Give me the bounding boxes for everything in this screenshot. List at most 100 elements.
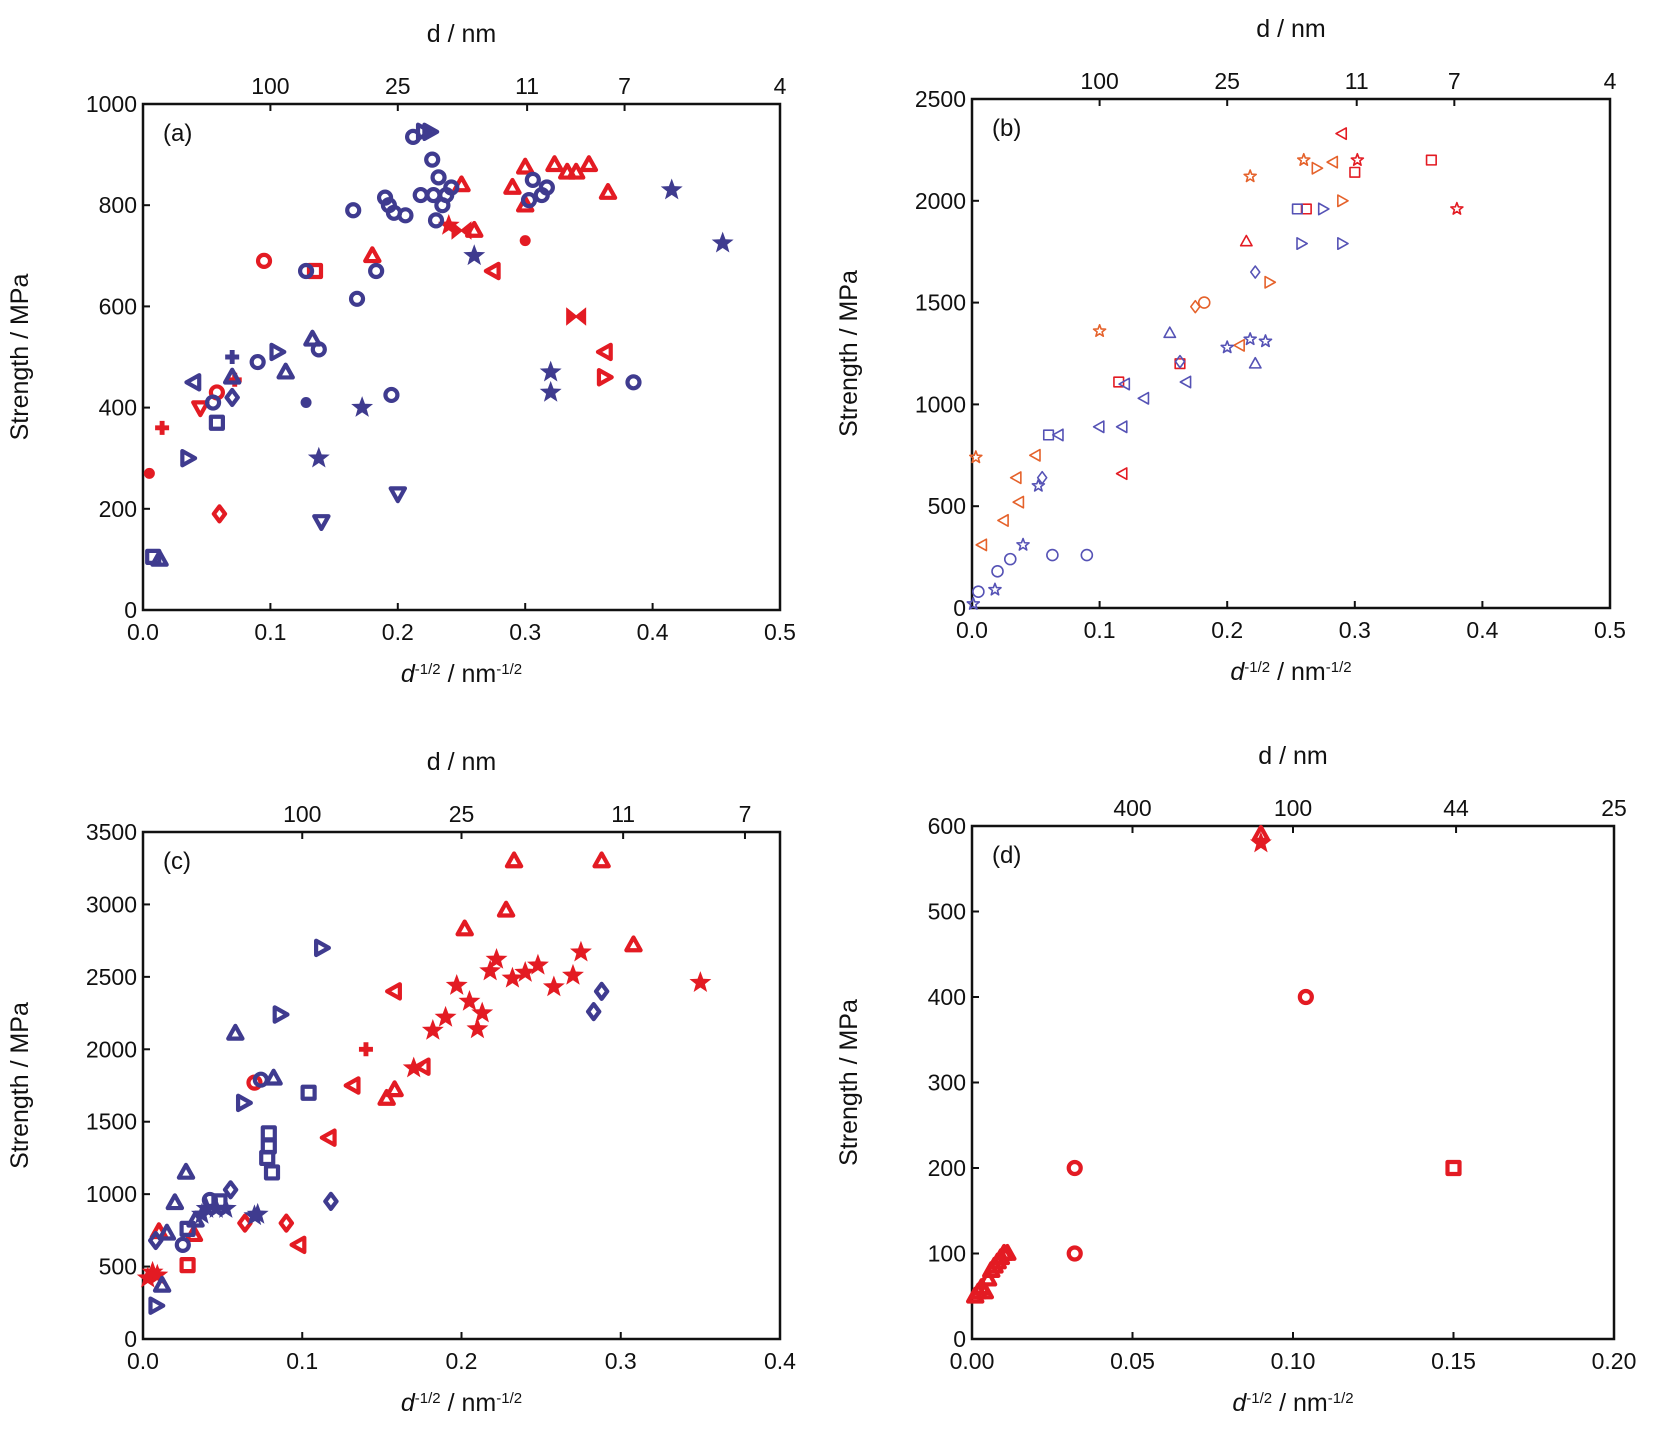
x-tick-label: 0.0 bbox=[127, 619, 159, 645]
data-point bbox=[1233, 338, 1245, 352]
data-point bbox=[348, 290, 366, 307]
data-point bbox=[211, 504, 228, 524]
x-axis-title-unit: / nm bbox=[441, 1389, 497, 1417]
data-point bbox=[260, 1125, 277, 1142]
data-point bbox=[1249, 265, 1261, 279]
x-axis-title-exp: -1/2 bbox=[415, 1390, 441, 1407]
data-point bbox=[1297, 988, 1314, 1006]
x-tick-label: 0.4 bbox=[764, 1348, 796, 1374]
data-point bbox=[978, 1269, 998, 1287]
data-point bbox=[625, 374, 642, 391]
y-tick-label: 0 bbox=[124, 597, 137, 623]
data-point bbox=[991, 565, 1004, 578]
y-tick-label: 100 bbox=[928, 1241, 966, 1267]
data-point bbox=[1425, 154, 1437, 166]
plot-frame bbox=[970, 97, 1612, 610]
y-tick-label: 2000 bbox=[915, 188, 966, 214]
y-tick-label: 1000 bbox=[86, 1181, 137, 1207]
data-point bbox=[1220, 340, 1235, 354]
data-point bbox=[276, 362, 295, 380]
data-point bbox=[1179, 375, 1192, 389]
panel-label: (a) bbox=[163, 120, 192, 147]
data-point bbox=[445, 974, 468, 995]
data-point bbox=[1036, 470, 1048, 485]
data-point bbox=[471, 1001, 494, 1023]
data-point bbox=[1029, 448, 1041, 462]
chart-panel: 0.0 0.1 0.2 0.3 0.4 0.5 0 200 400 600 800 1000 100 25… bbox=[6, 20, 796, 688]
data-point bbox=[969, 450, 983, 464]
top-tick-label: 25 bbox=[449, 801, 475, 827]
data-point bbox=[150, 549, 169, 567]
data-point bbox=[503, 177, 522, 195]
data-point bbox=[385, 982, 402, 1001]
y-tick-label: 300 bbox=[928, 1070, 966, 1096]
data-point bbox=[388, 486, 408, 504]
data-point bbox=[1118, 377, 1131, 391]
x-axis-title-exp: -1/2 bbox=[415, 661, 441, 678]
y-tick-label: 400 bbox=[928, 984, 966, 1010]
data-point bbox=[191, 400, 210, 418]
y-tick-label: 200 bbox=[99, 496, 137, 522]
x-tick-label: 0.3 bbox=[1339, 617, 1371, 643]
data-point bbox=[579, 155, 599, 173]
data-point bbox=[998, 1243, 1017, 1261]
data-point bbox=[514, 961, 537, 982]
data-point bbox=[1349, 166, 1361, 178]
x-tick-label: 0.1 bbox=[254, 619, 286, 645]
x-tick-label: 0.15 bbox=[1431, 1348, 1476, 1374]
data-point bbox=[1445, 1159, 1462, 1177]
top-tick-label: 100 bbox=[1274, 795, 1312, 821]
data-point bbox=[1296, 152, 1311, 166]
data-point bbox=[363, 246, 382, 264]
top-tick-label: 4 bbox=[1604, 68, 1617, 94]
data-point bbox=[1115, 420, 1128, 434]
x-tick-label: 0.2 bbox=[382, 619, 414, 645]
data-point bbox=[227, 372, 242, 387]
data-point bbox=[224, 387, 240, 408]
data-point bbox=[143, 467, 155, 479]
data-point bbox=[570, 940, 592, 962]
data-point bbox=[165, 1193, 185, 1211]
data-point bbox=[479, 959, 502, 981]
data-point bbox=[226, 1023, 245, 1041]
y-tick-label: 800 bbox=[99, 192, 137, 218]
x-axis-title-exp: -1/2 bbox=[1246, 1390, 1272, 1407]
x-axis-title-unit-exp: -1/2 bbox=[496, 1390, 522, 1407]
data-point bbox=[1249, 831, 1272, 853]
x-axis-title-var: d bbox=[1230, 658, 1245, 686]
data-point bbox=[1031, 478, 1046, 492]
data-point bbox=[1163, 326, 1177, 339]
x-axis-title-unit-exp: -1/2 bbox=[496, 661, 522, 678]
x-tick-label: 0.3 bbox=[509, 619, 541, 645]
data-point bbox=[152, 1275, 172, 1293]
data-point bbox=[269, 342, 287, 362]
top-axis-title: d / nm bbox=[427, 20, 496, 48]
data-point bbox=[566, 307, 587, 326]
x-tick-label: 0.2 bbox=[446, 1348, 478, 1374]
y-axis-title: Strength / MPa bbox=[6, 1002, 34, 1169]
data-point bbox=[501, 966, 524, 988]
data-point bbox=[1003, 552, 1017, 566]
x-tick-label: 0.1 bbox=[1084, 617, 1116, 643]
data-point bbox=[306, 262, 324, 280]
data-point bbox=[343, 1076, 361, 1095]
data-point bbox=[174, 1236, 191, 1253]
data-point bbox=[596, 368, 614, 387]
y-tick-label: 1000 bbox=[915, 391, 966, 417]
y-tick-label: 600 bbox=[99, 293, 137, 319]
data-point bbox=[141, 1260, 164, 1282]
data-point bbox=[566, 162, 586, 180]
y-tick-label: 500 bbox=[928, 493, 966, 519]
chart-panel: 0.0 0.1 0.2 0.3 0.4 0.5 0 500 1000 1500 2000 2500 10… bbox=[835, 15, 1626, 686]
data-point bbox=[319, 1128, 337, 1147]
data-point bbox=[966, 596, 981, 610]
data-point bbox=[1248, 356, 1262, 369]
x-tick-label: 0.1 bbox=[286, 1348, 318, 1374]
data-point bbox=[1012, 495, 1025, 509]
y-tick-label: 500 bbox=[99, 1254, 137, 1280]
data-point bbox=[1337, 194, 1349, 208]
top-tick-label: 100 bbox=[283, 801, 321, 827]
data-point bbox=[660, 178, 683, 200]
x-tick-label: 0.5 bbox=[764, 619, 796, 645]
data-point bbox=[249, 353, 266, 371]
